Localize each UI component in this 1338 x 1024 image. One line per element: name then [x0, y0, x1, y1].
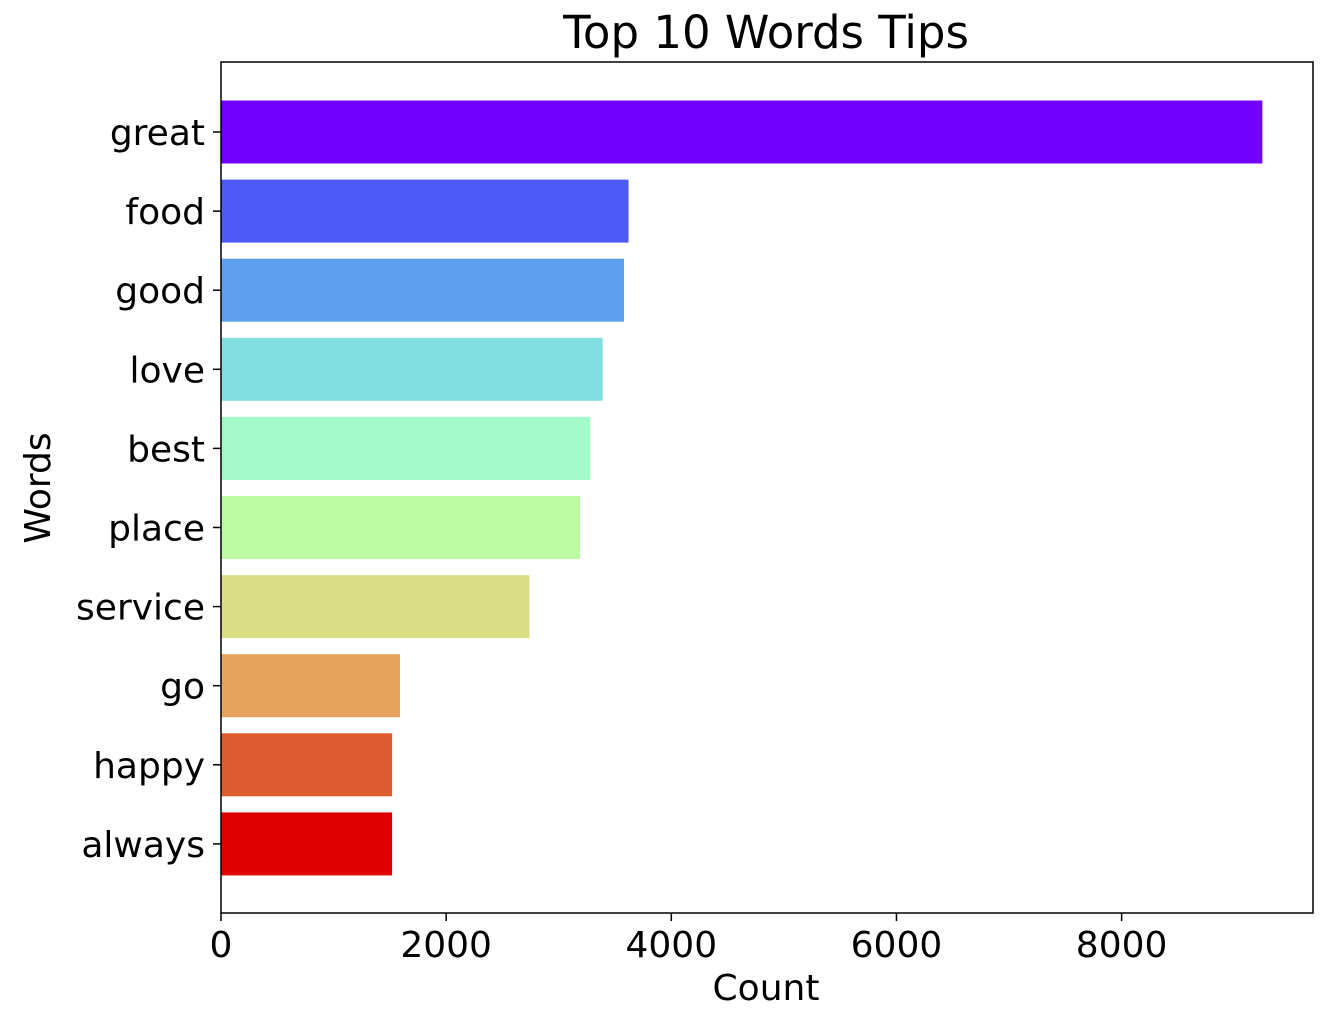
y-tick-label-go: go — [160, 667, 205, 708]
bar-go — [221, 654, 400, 718]
y-axis: great food good love best place service go happy… — [76, 113, 221, 866]
y-tick-label-good: good — [115, 271, 205, 312]
x-axis-label: Count — [713, 968, 820, 1009]
bar-happy — [221, 733, 393, 797]
chart-title: Top 10 Words Tips — [562, 6, 969, 59]
y-tick-label-great: great — [110, 113, 205, 154]
x-tick-label-2000: 2000 — [400, 925, 492, 966]
x-tick-label-0: 0 — [210, 925, 233, 966]
x-tick-label-6000: 6000 — [851, 925, 943, 966]
y-tick-label-food: food — [125, 192, 205, 233]
bar-love — [221, 337, 603, 401]
bar-service — [221, 575, 530, 639]
bar-best — [221, 416, 591, 480]
y-tick-label-love: love — [130, 350, 205, 391]
y-tick-label-place: place — [108, 509, 205, 550]
bar-place — [221, 496, 581, 559]
y-axis-label: Words — [18, 432, 59, 543]
y-tick-label-service: service — [76, 588, 205, 629]
bar-great — [221, 100, 1263, 164]
x-axis: 0 2000 4000 6000 8000 — [210, 913, 1168, 966]
x-tick-label-8000: 8000 — [1076, 925, 1168, 966]
y-tick-label-best: best — [127, 429, 205, 470]
y-tick-label-happy: happy — [93, 746, 205, 787]
bar-food — [221, 179, 629, 243]
y-tick-label-always: always — [81, 825, 205, 866]
bars-group — [221, 100, 1263, 876]
plot-frame — [220, 61, 1314, 914]
bar-good — [221, 258, 625, 322]
bar-always — [221, 812, 393, 876]
x-tick-label-4000: 4000 — [625, 925, 717, 966]
